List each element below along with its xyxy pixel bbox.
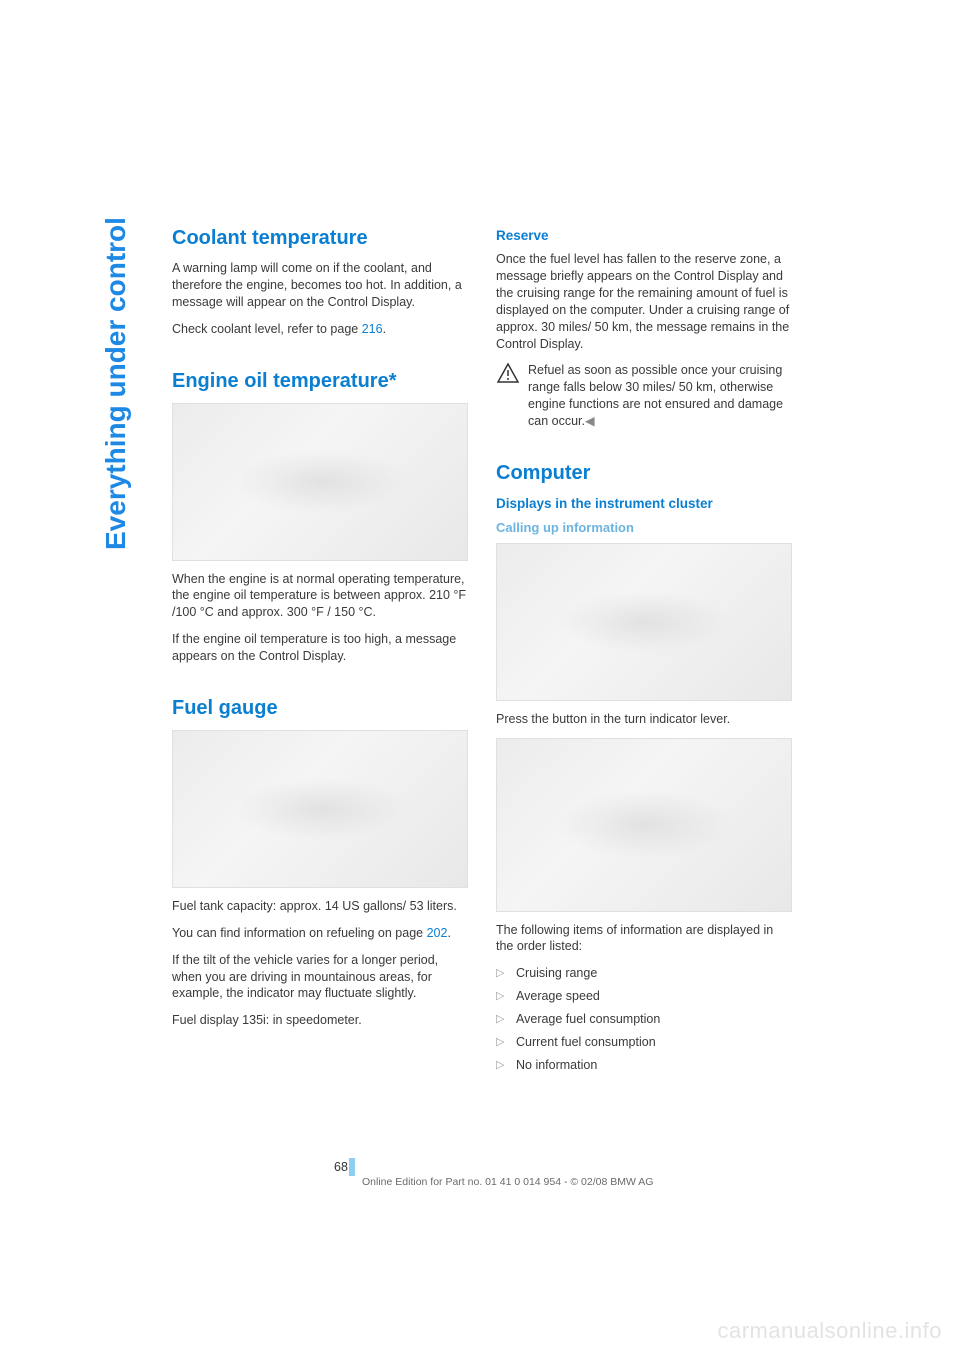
- watermark-text: carmanualsonline.info: [717, 1318, 942, 1344]
- heading-coolant: Coolant temperature: [172, 225, 468, 252]
- section-tab-label: Everything under control: [100, 217, 132, 550]
- heading-fuel-gauge: Fuel gauge: [172, 695, 468, 722]
- body-text: When the engine is at normal operating t…: [172, 571, 468, 622]
- page-ref-link[interactable]: 202: [427, 926, 448, 940]
- figure-instrument-display: [496, 738, 792, 912]
- text-fragment: Check coolant level, refer to page: [172, 322, 362, 336]
- list-item: Average speed: [496, 988, 792, 1005]
- page-number-accent: [349, 1158, 355, 1176]
- body-text: The following items of information are d…: [496, 922, 792, 956]
- list-item: Cruising range: [496, 965, 792, 982]
- list-item: No information: [496, 1057, 792, 1074]
- heading-computer: Computer: [496, 460, 792, 487]
- body-text: Press the button in the turn indicator l…: [496, 711, 792, 728]
- page-content: Coolant temperature A warning lamp will …: [172, 225, 792, 1080]
- warning-icon: [496, 362, 520, 384]
- figure-turn-indicator-lever: [496, 543, 792, 701]
- info-list: Cruising range Average speed Average fue…: [496, 965, 792, 1073]
- body-text: Fuel display 135i: in speedometer.: [172, 1012, 468, 1029]
- figure-fuel-gauge: [172, 730, 468, 888]
- body-text: Once the fuel level has fallen to the re…: [496, 251, 792, 352]
- subheading-calling-up: Calling up information: [496, 519, 792, 537]
- footer-edition-line: Online Edition for Part no. 01 41 0 014 …: [362, 1176, 653, 1188]
- left-column: Coolant temperature A warning lamp will …: [172, 225, 468, 1080]
- right-column: Reserve Once the fuel level has fallen t…: [496, 225, 792, 1080]
- list-item: Current fuel consumption: [496, 1034, 792, 1051]
- page-number: 68: [334, 1160, 348, 1174]
- list-item: Average fuel consumption: [496, 1011, 792, 1028]
- text-fragment: You can find information on refueling on…: [172, 926, 427, 940]
- warning-callout: Refuel as soon as possible once your cru…: [496, 362, 792, 430]
- body-text: If the engine oil temperature is too hig…: [172, 631, 468, 665]
- heading-engine-oil: Engine oil temperature*: [172, 368, 468, 395]
- body-text: Fuel tank capacity: approx. 14 US gallon…: [172, 898, 468, 915]
- figure-oil-temp-gauge: [172, 403, 468, 561]
- subheading-displays: Displays in the instrument cluster: [496, 495, 792, 513]
- end-mark-icon: ◀: [585, 414, 595, 428]
- page-ref-link[interactable]: 216: [362, 322, 383, 336]
- body-text: If the tilt of the vehicle varies for a …: [172, 952, 468, 1003]
- heading-reserve: Reserve: [496, 227, 792, 245]
- body-text: You can find information on refueling on…: [172, 925, 468, 942]
- text-fragment: .: [447, 926, 450, 940]
- body-text: Check coolant level, refer to page 216.: [172, 321, 468, 338]
- body-text: A warning lamp will come on if the coola…: [172, 260, 468, 311]
- text-fragment: .: [383, 322, 386, 336]
- warning-text: Refuel as soon as possible once your cru…: [528, 362, 792, 430]
